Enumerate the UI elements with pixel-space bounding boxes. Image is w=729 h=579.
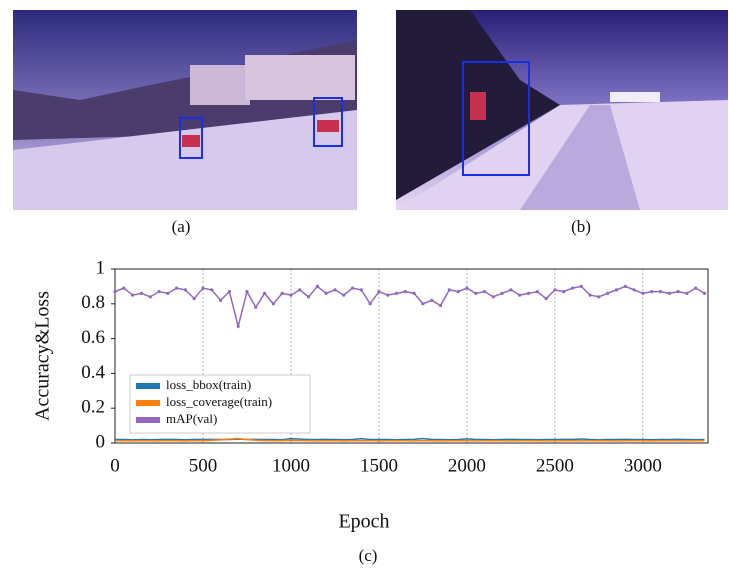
point bbox=[315, 284, 319, 288]
point bbox=[359, 288, 363, 292]
photo-a bbox=[13, 10, 357, 210]
y-tick-label: 0.8 bbox=[81, 292, 105, 313]
legend-swatch bbox=[136, 400, 160, 406]
point bbox=[500, 291, 504, 295]
point bbox=[438, 303, 443, 308]
point bbox=[614, 288, 619, 292]
point bbox=[333, 288, 337, 292]
x-tick-label: 3000 bbox=[624, 455, 662, 476]
point bbox=[597, 295, 601, 299]
point bbox=[667, 291, 671, 295]
y-tick-label: 0.4 bbox=[81, 362, 105, 383]
point bbox=[509, 288, 513, 292]
point bbox=[562, 290, 566, 294]
point bbox=[377, 290, 381, 294]
x-tick-label: 1500 bbox=[360, 455, 398, 476]
point bbox=[280, 291, 284, 295]
x-tick-label: 500 bbox=[189, 455, 218, 476]
point bbox=[526, 291, 531, 295]
legend-label: loss_bbox(train) bbox=[166, 377, 251, 392]
point bbox=[606, 291, 610, 295]
y-tick-label: 0 bbox=[96, 431, 106, 452]
point bbox=[456, 290, 460, 294]
x-tick-label: 1000 bbox=[272, 455, 310, 476]
point bbox=[130, 293, 135, 297]
point bbox=[579, 284, 583, 288]
legend-swatch bbox=[136, 417, 160, 423]
point bbox=[403, 290, 407, 294]
point bbox=[394, 291, 399, 295]
point bbox=[544, 296, 548, 301]
y-axis-label: Accuracy&Loss bbox=[32, 291, 54, 421]
point bbox=[192, 296, 196, 301]
point bbox=[183, 288, 187, 292]
point bbox=[570, 286, 575, 290]
photo-b bbox=[396, 10, 728, 210]
point bbox=[218, 298, 223, 302]
point bbox=[139, 291, 143, 295]
point bbox=[271, 302, 275, 306]
point bbox=[201, 286, 205, 290]
point bbox=[447, 288, 451, 292]
series-line bbox=[114, 285, 705, 327]
point bbox=[298, 288, 302, 292]
point bbox=[588, 293, 592, 297]
point bbox=[685, 291, 689, 295]
panel-caption: (c) bbox=[359, 546, 378, 565]
point bbox=[113, 290, 117, 294]
x-tick-label: 2500 bbox=[536, 455, 574, 476]
point bbox=[632, 288, 636, 292]
point bbox=[289, 293, 293, 297]
panel-caption: (a) bbox=[172, 217, 191, 236]
point bbox=[324, 291, 328, 295]
point bbox=[350, 286, 355, 290]
x-tick-label: 2000 bbox=[448, 455, 486, 476]
point bbox=[306, 295, 311, 299]
point bbox=[386, 293, 390, 297]
point bbox=[465, 286, 469, 290]
point bbox=[474, 291, 478, 295]
point bbox=[262, 291, 267, 295]
point bbox=[174, 286, 179, 290]
point bbox=[650, 290, 654, 294]
point bbox=[430, 298, 434, 302]
series-line bbox=[115, 437, 705, 441]
point bbox=[482, 290, 487, 294]
point bbox=[518, 293, 522, 297]
point bbox=[641, 291, 645, 295]
x-axis-label: Epoch bbox=[338, 511, 389, 533]
point bbox=[702, 291, 707, 295]
point bbox=[245, 290, 249, 294]
point bbox=[553, 288, 557, 292]
point bbox=[658, 290, 663, 294]
point bbox=[157, 290, 161, 294]
point bbox=[166, 291, 170, 295]
plot-frame bbox=[114, 268, 709, 444]
point bbox=[535, 290, 539, 294]
point bbox=[342, 293, 346, 297]
series-line bbox=[114, 437, 705, 442]
legend-swatch bbox=[136, 383, 160, 389]
x-tick-label: 0 bbox=[110, 455, 120, 476]
point bbox=[368, 302, 372, 306]
point bbox=[210, 288, 214, 292]
point bbox=[491, 295, 495, 299]
point bbox=[412, 291, 416, 295]
point bbox=[122, 286, 126, 290]
point bbox=[623, 284, 627, 288]
legend-label: mAP(val) bbox=[166, 411, 217, 426]
point bbox=[676, 290, 680, 294]
legend-label: loss_coverage(train) bbox=[166, 394, 272, 409]
point bbox=[148, 295, 152, 299]
y-tick-label: 0.6 bbox=[81, 327, 105, 348]
point bbox=[254, 305, 258, 309]
panel-caption: (b) bbox=[571, 217, 591, 236]
point bbox=[227, 290, 231, 294]
point bbox=[236, 324, 240, 329]
y-tick-label: 1 bbox=[96, 257, 106, 278]
point bbox=[421, 302, 425, 306]
point bbox=[694, 286, 698, 290]
y-tick-label: 0.2 bbox=[81, 397, 105, 418]
